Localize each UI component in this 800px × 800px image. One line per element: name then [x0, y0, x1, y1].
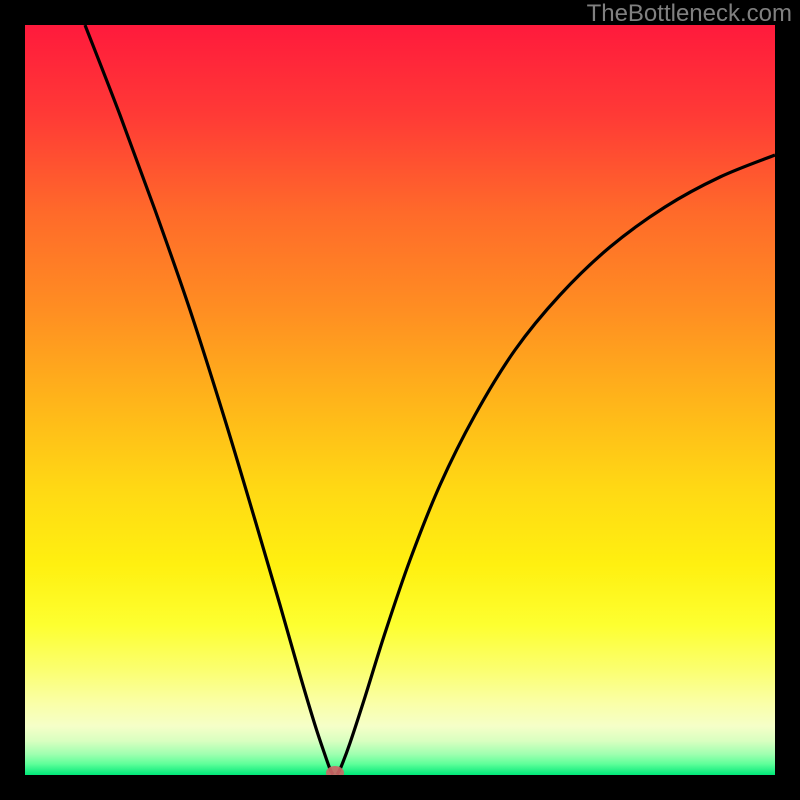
watermark-text: TheBottleneck.com	[587, 0, 792, 28]
gradient-background	[25, 25, 775, 775]
plot-area	[25, 25, 775, 775]
chart-container: TheBottleneck.com	[0, 0, 800, 800]
